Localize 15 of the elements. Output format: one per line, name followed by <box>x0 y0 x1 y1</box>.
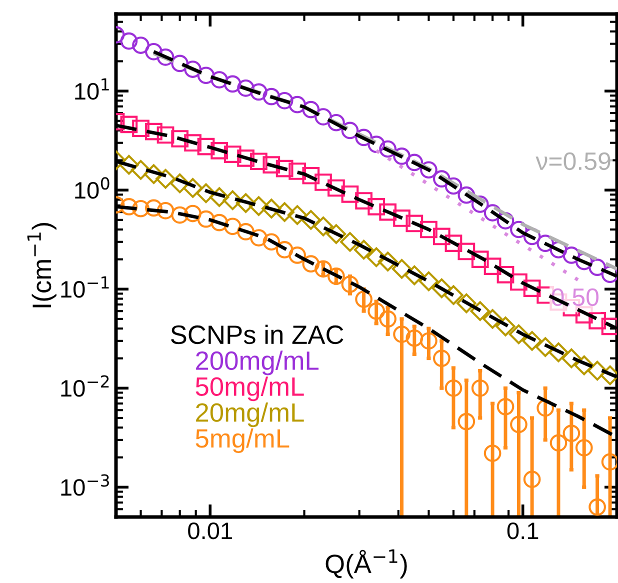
y-tick-label: 10$^{−3}$ <box>61 474 109 496</box>
text: 50mg/mL <box>196 376 304 402</box>
x-tick-label: 0.1 <box>507 522 538 540</box>
y-tick-label: 10$^{1}$ <box>75 78 109 100</box>
y-tick-label: 10$^{−1}$ <box>61 276 109 298</box>
legend-title: SCNPs in ZAC <box>171 324 344 344</box>
text: 20mg/mL <box>196 402 304 428</box>
y-axis-title: I(cm$^{−1}$) <box>27 223 56 308</box>
x-axis-title: Q(Å$^{−1}$) <box>326 549 407 578</box>
text: 5mg/mL <box>196 428 290 454</box>
annotation: ν=0.59 <box>536 152 610 170</box>
x-tick-label: 0.01 <box>188 522 232 540</box>
y-tick-label: 10$^{−2}$ <box>61 375 109 397</box>
text: 200mg/mL <box>196 350 319 376</box>
y-tick-label: 10$^{0}$ <box>75 177 110 199</box>
